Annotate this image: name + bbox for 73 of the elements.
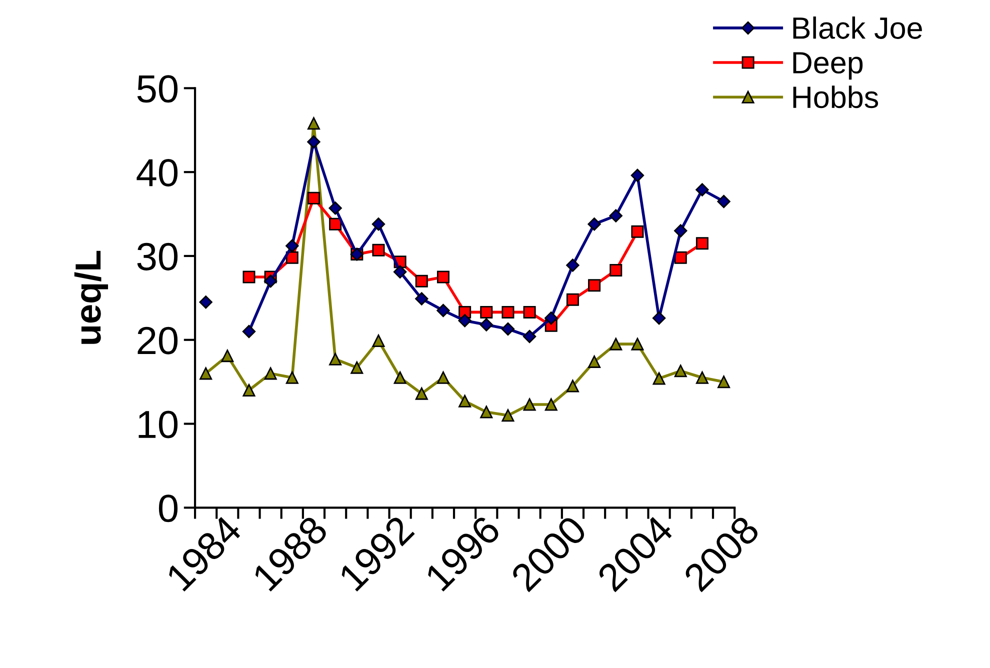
- point: [544, 311, 558, 325]
- point: [631, 338, 644, 350]
- point: [307, 192, 320, 204]
- point: [523, 398, 536, 411]
- point: [652, 372, 666, 385]
- point: [458, 314, 472, 328]
- point: [436, 371, 450, 384]
- y-tick-label: 50: [137, 75, 178, 103]
- point: [674, 364, 687, 378]
- point: [609, 209, 622, 222]
- point: [286, 239, 299, 252]
- point: [221, 350, 234, 362]
- point: [652, 311, 666, 325]
- point: [480, 406, 493, 418]
- y-tick-label: 10: [138, 410, 178, 438]
- point: [696, 371, 708, 384]
- point: [286, 371, 298, 384]
- point: [415, 387, 428, 400]
- point: [718, 376, 730, 388]
- point: [264, 274, 278, 288]
- point: [480, 306, 493, 318]
- point: [696, 183, 709, 196]
- y-axis-title: ueq/L: [74, 250, 108, 344]
- point: [588, 279, 601, 292]
- point: [696, 237, 708, 250]
- point: [610, 264, 622, 276]
- point: [566, 258, 580, 272]
- point: [674, 251, 687, 264]
- point: [372, 244, 385, 256]
- point: [329, 218, 342, 230]
- y-tick-label: 20: [138, 326, 178, 354]
- y-tick-label: 30: [137, 242, 178, 270]
- point: [372, 334, 385, 347]
- point: [200, 367, 212, 380]
- point: [502, 306, 514, 318]
- point: [415, 292, 428, 306]
- point: [393, 265, 407, 279]
- point: [480, 318, 493, 332]
- point: [610, 338, 622, 350]
- point: [502, 409, 514, 422]
- point: [242, 384, 256, 396]
- legend-label: Deep: [793, 52, 863, 80]
- point: [307, 135, 320, 148]
- point: [307, 117, 320, 130]
- point: [436, 304, 450, 318]
- point: [674, 224, 688, 238]
- point: [242, 324, 256, 338]
- point: [588, 355, 601, 368]
- point: [436, 270, 450, 284]
- point: [329, 352, 342, 366]
- point: [630, 168, 644, 182]
- point: [328, 202, 342, 215]
- point: [631, 225, 644, 238]
- point: [264, 367, 277, 380]
- point: [394, 371, 406, 384]
- point: [522, 330, 536, 344]
- point: [566, 380, 579, 392]
- point: [372, 218, 386, 231]
- point: [199, 296, 212, 309]
- point: [458, 394, 472, 408]
- point: [286, 251, 298, 264]
- point: [350, 361, 364, 374]
- point: [566, 293, 579, 306]
- point: [501, 322, 515, 336]
- point: [717, 194, 730, 208]
- point: [242, 270, 256, 284]
- point: [544, 398, 558, 411]
- legend-label: Black Joe: [793, 16, 922, 39]
- legend-label: Hobbs: [793, 86, 878, 108]
- point: [588, 218, 601, 231]
- point: [415, 274, 428, 288]
- point: [523, 306, 536, 318]
- y-tick-label: 40: [136, 159, 178, 187]
